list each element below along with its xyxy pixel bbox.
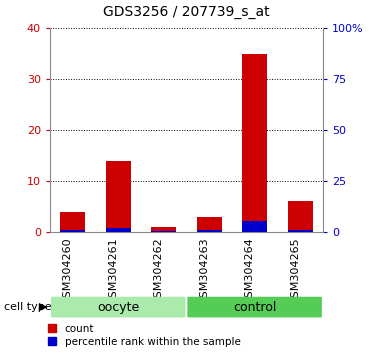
Text: control: control [233, 301, 276, 314]
Bar [60, 230, 85, 232]
Bar [106, 161, 131, 232]
Bar [151, 231, 176, 232]
Bar [197, 230, 221, 232]
Bar [151, 227, 176, 232]
Bar [106, 228, 131, 232]
Text: GSM304260: GSM304260 [63, 237, 73, 304]
Text: GSM304263: GSM304263 [199, 237, 209, 304]
Text: GDS3256 / 207739_s_at: GDS3256 / 207739_s_at [103, 5, 270, 19]
Text: cell type: cell type [4, 302, 51, 312]
Bar [197, 217, 221, 232]
Bar [288, 230, 312, 232]
Legend: count, percentile rank within the sample: count, percentile rank within the sample [48, 324, 240, 347]
Bar [288, 201, 312, 232]
Bar [242, 221, 267, 232]
Text: oocyte: oocyte [97, 301, 139, 314]
Text: GSM304265: GSM304265 [290, 237, 300, 304]
Text: GSM304261: GSM304261 [108, 237, 118, 304]
Text: GSM304264: GSM304264 [244, 237, 255, 305]
Text: ▶: ▶ [39, 302, 47, 312]
Bar [60, 211, 85, 232]
FancyBboxPatch shape [51, 297, 186, 318]
Text: GSM304262: GSM304262 [154, 237, 164, 305]
Bar [242, 54, 267, 232]
FancyBboxPatch shape [187, 297, 322, 318]
